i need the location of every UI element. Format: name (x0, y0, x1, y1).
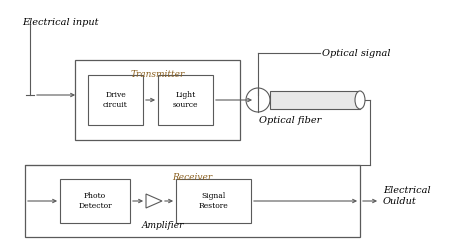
Text: Electrical input: Electrical input (22, 18, 99, 27)
Text: Optical signal: Optical signal (322, 48, 391, 58)
Bar (60, 179, 130, 223)
Text: Signal
Restore: Signal Restore (199, 192, 228, 210)
Text: Transmitter: Transmitter (130, 70, 185, 79)
Text: Drive
circuit: Drive circuit (103, 92, 128, 108)
Ellipse shape (355, 91, 365, 109)
Bar (270, 91, 360, 109)
Circle shape (246, 88, 270, 112)
Polygon shape (146, 194, 162, 208)
Text: Light
source: Light source (173, 92, 198, 108)
Bar (75, 60, 240, 140)
Text: Optical fiber: Optical fiber (259, 116, 321, 125)
Text: Photo
Detector: Photo Detector (78, 192, 112, 210)
Bar (158, 75, 213, 125)
Text: Electrical
Ouldut: Electrical Ouldut (383, 186, 430, 206)
Text: Amplifier: Amplifier (141, 221, 184, 230)
Text: Receiver: Receiver (173, 173, 212, 182)
Bar (176, 179, 251, 223)
Bar (88, 75, 143, 125)
Bar (25, 165, 360, 237)
